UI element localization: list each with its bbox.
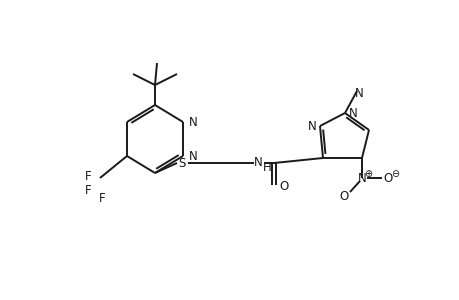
- Text: N: N: [307, 119, 316, 133]
- Text: F: F: [84, 169, 91, 182]
- Text: N: N: [188, 149, 197, 163]
- Text: F: F: [99, 191, 105, 205]
- Text: N: N: [188, 116, 197, 128]
- Text: ⊖: ⊖: [390, 169, 398, 179]
- Text: O: O: [382, 172, 392, 184]
- Text: N: N: [357, 172, 365, 185]
- Text: F: F: [84, 184, 91, 196]
- Text: H: H: [262, 160, 271, 173]
- Text: N: N: [253, 155, 262, 169]
- Text: ⊕: ⊕: [363, 169, 371, 179]
- Text: N: N: [354, 86, 363, 100]
- Text: O: O: [339, 190, 348, 202]
- Text: S: S: [178, 157, 185, 169]
- Text: N: N: [348, 106, 357, 119]
- Text: O: O: [279, 181, 288, 194]
